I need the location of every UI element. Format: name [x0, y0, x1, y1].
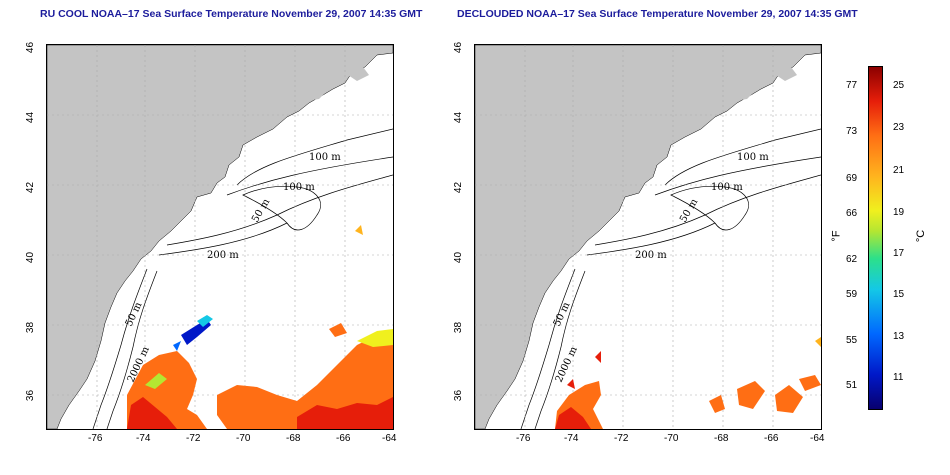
c-tick: 13 [893, 331, 905, 342]
f-tick: 62 [846, 254, 858, 265]
lat-tick: 46 [25, 41, 37, 54]
lon-tick: -70 [664, 433, 679, 444]
contour-label-100m-b: 100 m [283, 182, 315, 193]
f-tick: 69 [846, 173, 858, 184]
c-tick: 23 [893, 122, 905, 133]
colorbar [868, 66, 883, 410]
c-tick: 19 [893, 207, 905, 218]
right-map: 100 m 100 m 50 m 200 m 50 m 2000 m [474, 44, 822, 430]
f-tick: 73 [846, 126, 858, 137]
lat-tick: 38 [453, 321, 465, 334]
c-tick: 25 [893, 80, 905, 91]
lon-tick: -74 [564, 433, 579, 444]
lat-tick: 42 [453, 181, 465, 194]
f-tick: 77 [846, 80, 858, 91]
c-tick: 17 [893, 248, 905, 259]
contour-label-200m: 200 m [635, 250, 667, 261]
c-tick: 21 [893, 165, 905, 176]
lon-tick: -72 [186, 433, 201, 444]
lat-tick: 46 [453, 41, 465, 54]
contour-label-100m-a: 100 m [309, 152, 341, 163]
left-map: 100 m 100 m 50 m 200 m 50 m 2000 m [46, 44, 394, 430]
lat-tick: 44 [453, 111, 465, 124]
f-tick: 59 [846, 289, 858, 300]
f-tick: 51 [846, 380, 858, 391]
left-panel-title: RU COOL NOAA–17 Sea Surface Temperature … [40, 8, 423, 20]
lon-tick: -64 [810, 433, 825, 444]
contour-label-100m-a: 100 m [737, 152, 769, 163]
lat-tick: 36 [25, 389, 37, 402]
lon-tick: -66 [764, 433, 779, 444]
c-tick: 11 [893, 372, 904, 383]
land [475, 45, 821, 429]
lat-tick: 38 [25, 321, 37, 334]
contour-label-100m-b: 100 m [711, 182, 743, 193]
lon-tick: -76 [516, 433, 531, 444]
unit-fahrenheit: °F [830, 230, 843, 242]
f-tick: 55 [846, 335, 858, 346]
lat-tick: 42 [25, 181, 37, 194]
lat-tick: 36 [453, 389, 465, 402]
lat-tick: 40 [25, 251, 37, 264]
lon-tick: -68 [286, 433, 301, 444]
lon-tick: -72 [614, 433, 629, 444]
land [47, 45, 393, 429]
contour-label-200m: 200 m [207, 250, 239, 261]
lat-tick: 40 [453, 251, 465, 264]
lon-tick: -64 [382, 433, 397, 444]
lon-tick: -66 [336, 433, 351, 444]
lon-tick: -76 [88, 433, 103, 444]
c-tick: 15 [893, 289, 905, 300]
lon-tick: -70 [236, 433, 251, 444]
lon-tick: -74 [136, 433, 151, 444]
lat-tick: 44 [25, 111, 37, 124]
lon-tick: -68 [714, 433, 729, 444]
unit-celsius: °C [915, 229, 928, 243]
right-panel-title: DECLOUDED NOAA–17 Sea Surface Temperatur… [457, 8, 858, 20]
contour-label-2000m: 2000 m [554, 345, 580, 385]
f-tick: 66 [846, 208, 858, 219]
